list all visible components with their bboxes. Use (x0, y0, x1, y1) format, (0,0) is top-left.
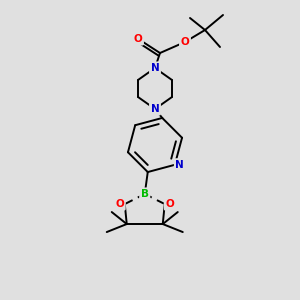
Text: N: N (176, 160, 184, 170)
Text: B: B (141, 189, 149, 199)
Text: O: O (134, 34, 142, 44)
Text: O: O (165, 199, 174, 209)
Text: N: N (151, 63, 159, 73)
Text: O: O (116, 199, 124, 209)
Text: O: O (181, 37, 189, 47)
Text: N: N (151, 104, 159, 114)
